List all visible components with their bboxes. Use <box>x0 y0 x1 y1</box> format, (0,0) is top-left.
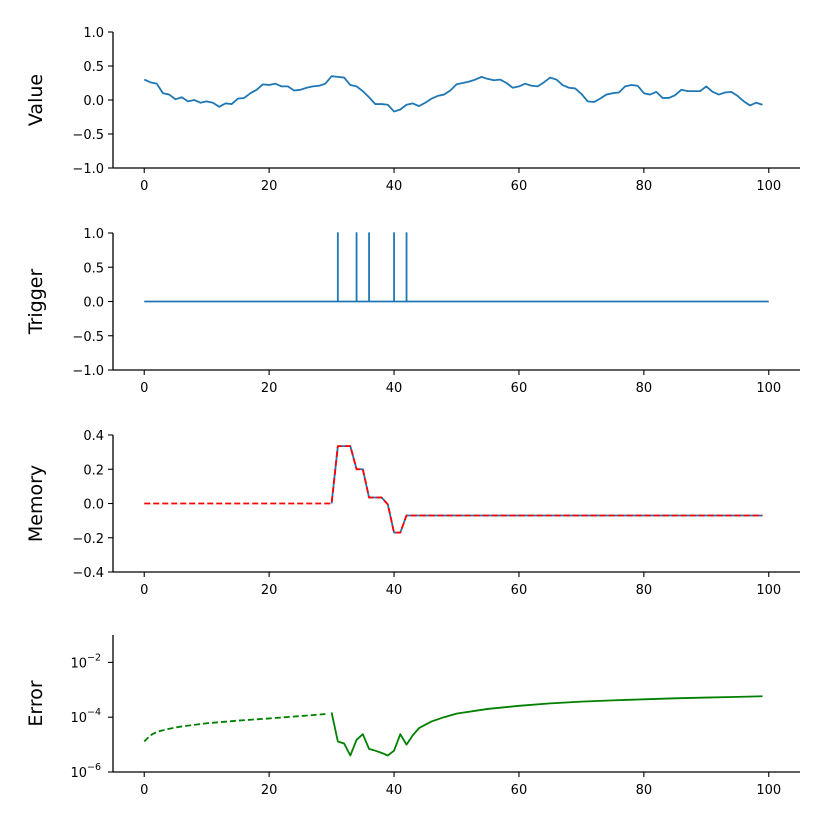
x-tick-label: 100 <box>756 179 781 194</box>
y-tick-label: −0.4 <box>72 566 104 581</box>
y-tick-label: 10 <box>70 766 87 781</box>
x-tick-label: 60 <box>511 381 528 396</box>
y-tick-label: −0.5 <box>72 330 104 345</box>
subplot-value: 0 20 40 60 80 100 −1.0 −0.5 0.0 0.5 1.0 Value <box>25 26 800 194</box>
series-line-memory-estimate <box>144 445 763 534</box>
y-tick-label: −1.0 <box>72 162 104 177</box>
subplot-memory: 0 20 40 60 80 100 −0.4 −0.2 0.0 0.2 0.4 Memory <box>25 429 800 598</box>
x-tick-label: 60 <box>511 179 528 194</box>
x-tick-label: 100 <box>756 381 781 396</box>
x-tick-label: 0 <box>140 179 148 194</box>
x-tick-label: 60 <box>511 783 528 798</box>
series-line-error-after <box>330 695 763 757</box>
x-tick-label: 80 <box>636 179 653 194</box>
y-axis-label: Value <box>25 74 47 126</box>
y-axis-label: Trigger <box>25 269 47 336</box>
x-tick-label: 40 <box>386 783 403 798</box>
series-line-error-before <box>143 713 326 743</box>
y-tick-label: 10 <box>70 711 87 726</box>
y-tick-label: 1.0 <box>83 227 104 242</box>
subplot-trigger: 0 20 40 60 80 100 −1.0 −0.5 0.0 0.5 1.0 Trigger <box>25 227 800 396</box>
y-tick-label: 1.0 <box>83 26 104 41</box>
x-tick-label: 60 <box>511 583 528 598</box>
y-tick-label: −1.0 <box>72 364 104 379</box>
series-line-value <box>143 75 763 113</box>
y-tick-label: 0.4 <box>83 429 104 444</box>
x-tick-label: 40 <box>386 583 403 598</box>
x-tick-label: 100 <box>756 583 781 598</box>
x-tick-label: 100 <box>756 783 781 798</box>
x-tick-label: 20 <box>261 783 278 798</box>
x-tick-label: 80 <box>636 583 653 598</box>
y-tick-label: 0.0 <box>83 296 104 311</box>
y-tick-label: 0.5 <box>83 261 104 276</box>
series-line-trigger <box>144 232 769 303</box>
x-tick-label: 20 <box>261 179 278 194</box>
y-axis-label: Memory <box>25 465 47 542</box>
x-tick-label: 0 <box>140 583 148 598</box>
series-line-memory <box>330 445 763 534</box>
y-tick-label: −0.5 <box>72 128 104 143</box>
x-tick-label: 40 <box>386 381 403 396</box>
y-tick-label: 0.2 <box>83 463 104 478</box>
y-tick-exponent: −6 <box>87 762 101 773</box>
y-tick-label: 0.0 <box>83 94 104 109</box>
y-axis-label: Error <box>25 680 47 727</box>
y-tick-label: −0.2 <box>72 532 104 547</box>
x-tick-label: 0 <box>140 783 148 798</box>
x-tick-label: 20 <box>261 583 278 598</box>
y-tick-label: 10 <box>70 656 87 671</box>
y-tick-exponent: −4 <box>87 707 101 718</box>
x-tick-label: 20 <box>261 381 278 396</box>
x-tick-label: 80 <box>636 381 653 396</box>
y-tick-label: 0.0 <box>83 498 104 513</box>
x-tick-label: 0 <box>140 381 148 396</box>
y-tick-label: 0.5 <box>83 60 104 75</box>
y-tick-exponent: −2 <box>87 652 101 663</box>
x-tick-label: 80 <box>636 783 653 798</box>
x-tick-label: 40 <box>386 179 403 194</box>
